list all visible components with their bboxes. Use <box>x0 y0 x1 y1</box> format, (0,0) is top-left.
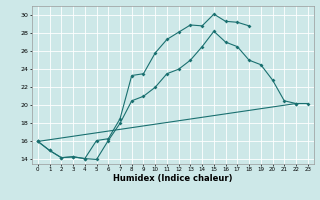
X-axis label: Humidex (Indice chaleur): Humidex (Indice chaleur) <box>113 174 233 183</box>
